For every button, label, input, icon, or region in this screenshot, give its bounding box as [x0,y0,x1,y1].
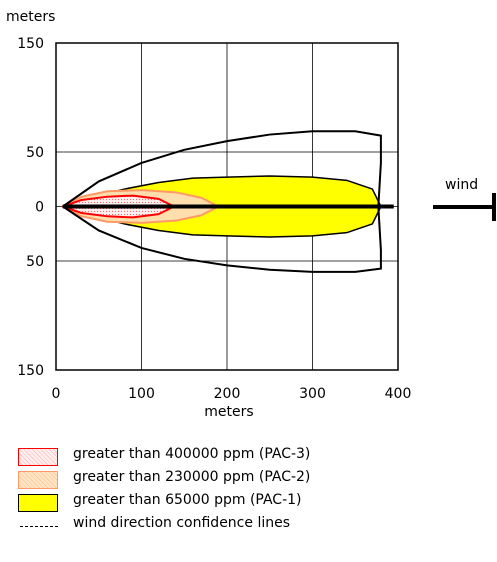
y-tick-label: 0 [35,200,44,216]
y-tick-label: 150 [17,363,44,379]
pac2-swatch [18,471,58,489]
y-tick-label: 50 [26,254,44,270]
legend-label: greater than 65000 ppm (PAC-1) [73,492,302,508]
x-tick-label: 0 [52,386,61,402]
wind-label: wind [445,177,478,193]
pac1-swatch [18,494,58,512]
x-tick-label: 200 [214,386,241,402]
y-axis-title: meters [6,9,55,25]
legend-label: greater than 400000 ppm (PAC-3) [73,446,311,462]
legend-label: greater than 230000 ppm (PAC-2) [73,469,311,485]
x-tick-labels: 0 100 200 300 400 [52,386,412,402]
plot-frame [55,42,399,371]
x-tick-label: 400 [385,386,412,402]
x-axis-title: meters [204,404,253,420]
y-tick-label: 150 [17,36,44,52]
dashed-line-swatch [20,526,58,527]
wind-arrow: wind [433,177,496,221]
x-tick-label: 100 [128,386,155,402]
legend-label: wind direction confidence lines [73,515,290,531]
x-tick-label: 300 [299,386,326,402]
y-tick-labels: 150 50 0 50 150 [17,36,44,379]
y-tick-label: 50 [26,145,44,161]
pac3-swatch [18,448,58,466]
